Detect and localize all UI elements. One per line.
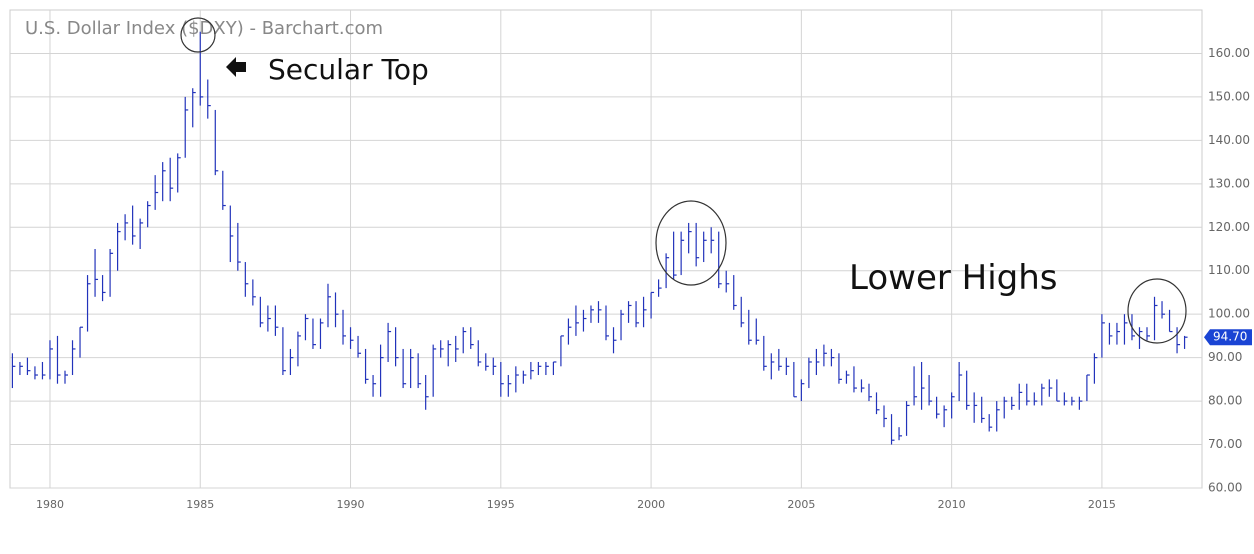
x-tick-label: 1985 bbox=[186, 498, 214, 511]
y-tick-label: 60.00 bbox=[1208, 481, 1242, 495]
y-tick-label: 70.00 bbox=[1208, 437, 1242, 451]
last-price-box bbox=[1204, 329, 1252, 346]
highlight-circle bbox=[1127, 278, 1187, 344]
y-tick-label: 140.00 bbox=[1208, 133, 1250, 147]
x-tick-label: 2000 bbox=[637, 498, 665, 511]
y-tick-label: 110.00 bbox=[1208, 263, 1250, 277]
y-tick-label: 120.00 bbox=[1208, 220, 1250, 234]
arrow bbox=[226, 57, 246, 77]
x-tick-label: 1995 bbox=[487, 498, 515, 511]
y-tick-label: 130.00 bbox=[1208, 176, 1250, 190]
highlight-circle bbox=[180, 17, 216, 53]
y-tick-label: 100.00 bbox=[1208, 307, 1250, 321]
y-tick-label: 160.00 bbox=[1208, 46, 1250, 60]
highlight-circle bbox=[655, 200, 727, 286]
x-tick-label: 2010 bbox=[938, 498, 966, 511]
plot-frame bbox=[9, 9, 1203, 489]
y-tick-label: 80.00 bbox=[1208, 394, 1242, 408]
last-price-label: 94.70 bbox=[1213, 330, 1247, 344]
x-tick-label: 1980 bbox=[36, 498, 64, 511]
x-tick-label: 1990 bbox=[337, 498, 365, 511]
bars bbox=[11, 31, 1188, 445]
annotation: Lower Highs bbox=[849, 258, 1058, 298]
y-tick-label: 150.00 bbox=[1208, 89, 1250, 103]
x-tick-label: 2015 bbox=[1088, 498, 1116, 511]
x-tick-label: 2005 bbox=[787, 498, 815, 511]
annotation: Secular Top bbox=[268, 53, 429, 86]
chart-title: U.S. Dollar Index ($DXY) - Barchart.com bbox=[25, 18, 383, 39]
y-tick-label: 90.00 bbox=[1208, 350, 1242, 364]
